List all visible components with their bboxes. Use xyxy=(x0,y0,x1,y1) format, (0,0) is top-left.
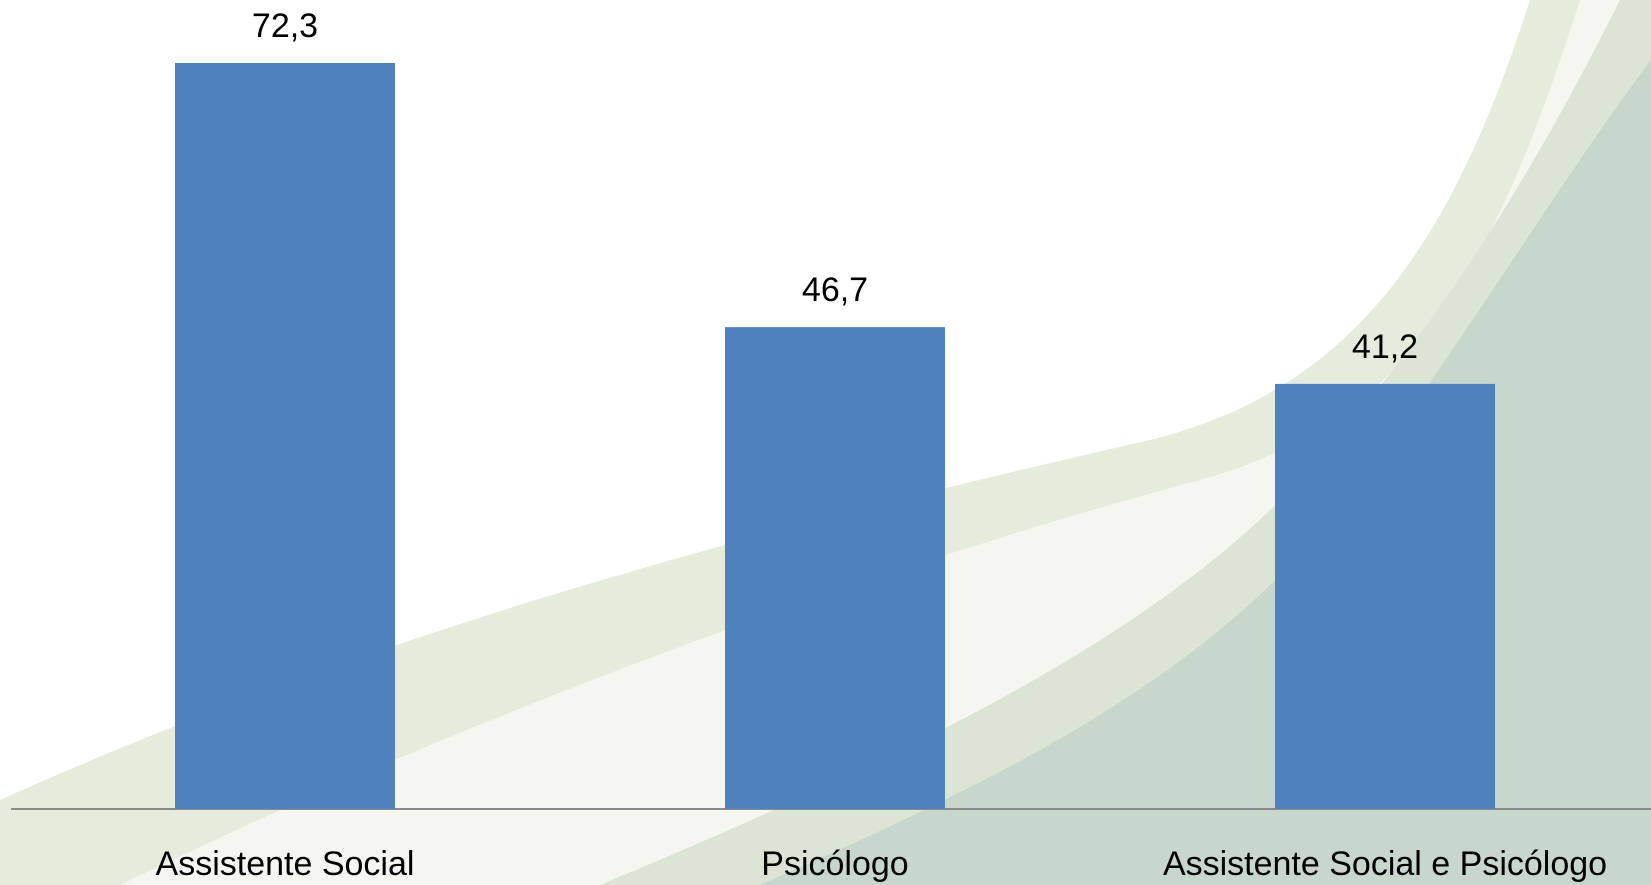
x-tick-label: Psicólogo xyxy=(761,845,908,883)
bar xyxy=(175,63,395,809)
value-label: 46,7 xyxy=(802,271,868,309)
value-label: 72,3 xyxy=(252,7,318,45)
x-tick-label: Assistente Social e Psicólogo xyxy=(1163,845,1607,883)
bar xyxy=(725,327,945,809)
bar xyxy=(1275,383,1495,809)
value-label: 41,2 xyxy=(1352,328,1418,366)
x-tick-label: Assistente Social xyxy=(156,845,415,883)
